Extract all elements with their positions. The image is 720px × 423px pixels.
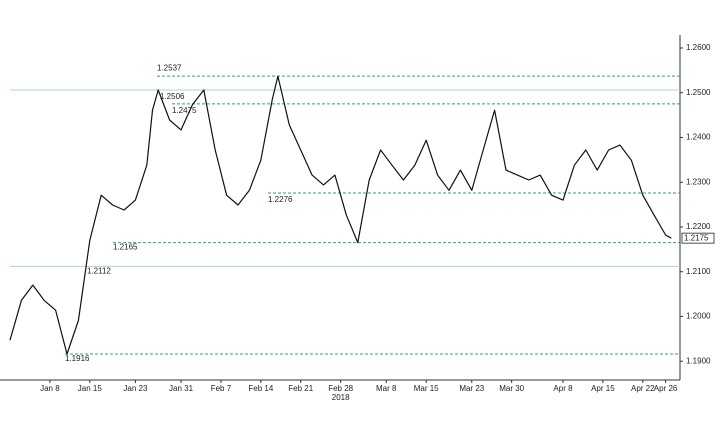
level-label: 1.2475 — [172, 106, 197, 115]
level-label: 1.2165 — [113, 243, 138, 252]
x-tick-label: Mar 23 — [459, 384, 484, 393]
price-line — [9, 75, 672, 355]
x-tick-label: Feb 21 — [288, 384, 313, 393]
level-label: 1.2112 — [87, 266, 111, 275]
x-tick-label: Jan 23 — [123, 384, 148, 393]
y-tick-label: 1.2500 — [686, 88, 711, 97]
y-tick-label: 1.2000 — [686, 312, 711, 321]
level-label: 1.2276 — [268, 195, 293, 204]
x-tick-label: Apr 15 — [591, 384, 615, 393]
level-label: 1.2506 — [160, 92, 185, 101]
x-tick-label: Mar 30 — [499, 384, 524, 393]
x-tick-label: Feb 28 — [328, 384, 353, 393]
x-tick-label: Feb 7 — [211, 384, 232, 393]
last-value-box — [681, 232, 715, 244]
y-tick-label: 1.2200 — [686, 222, 711, 231]
y-tick-label: 1.2400 — [686, 133, 711, 142]
x-tick-label: Mar 15 — [414, 384, 439, 393]
last-value-label: 1.2175 — [684, 233, 709, 242]
x-tick-label: Jan 15 — [78, 384, 103, 393]
x-tick-label: Apr 8 — [553, 384, 573, 393]
x-tick-label: Apr 22 — [631, 384, 655, 393]
y-tick-label: 1.2100 — [686, 267, 711, 276]
level-label: 1.2537 — [157, 63, 182, 72]
y-tick-label: 1.2300 — [686, 177, 711, 186]
y-tick-label: 1.1900 — [686, 356, 711, 365]
year-label: 2018 — [332, 393, 350, 402]
x-tick-label: Jan 31 — [169, 384, 194, 393]
x-tick-label: Feb 14 — [248, 384, 273, 393]
y-tick-label: 1.2600 — [686, 43, 711, 52]
x-tick-label: Mar 8 — [376, 384, 397, 393]
x-tick-label: Jan 8 — [40, 384, 60, 393]
x-tick-label: Apr 26 — [654, 384, 678, 393]
level-label: 1.1916 — [65, 354, 90, 363]
